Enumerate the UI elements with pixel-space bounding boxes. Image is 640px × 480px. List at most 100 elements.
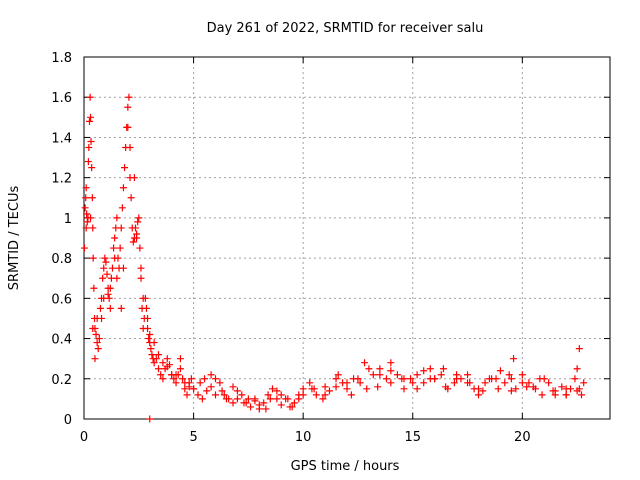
data-point xyxy=(523,383,531,391)
data-point xyxy=(332,375,340,383)
y-tick-label: 1 xyxy=(64,212,72,227)
data-point xyxy=(361,359,369,367)
data-point xyxy=(84,158,92,166)
data-point xyxy=(376,371,384,379)
data-point xyxy=(172,379,180,387)
data-point xyxy=(222,395,230,403)
data-point xyxy=(150,359,158,367)
data-point xyxy=(247,403,255,411)
data-point xyxy=(94,345,102,353)
y-tick-label: 1.6 xyxy=(51,91,72,106)
data-point xyxy=(262,405,270,413)
data-point xyxy=(321,383,329,391)
data-point xyxy=(144,325,152,332)
data-point xyxy=(146,415,154,423)
data-point xyxy=(558,383,566,391)
data-point xyxy=(400,375,408,383)
data-point xyxy=(106,284,114,292)
data-point xyxy=(87,137,95,145)
data-point xyxy=(507,387,515,395)
data-point xyxy=(203,387,211,395)
data-point xyxy=(266,395,274,403)
data-point xyxy=(475,391,482,399)
data-point xyxy=(501,379,509,387)
data-point xyxy=(212,375,219,383)
data-point xyxy=(85,117,93,125)
data-point xyxy=(238,391,246,399)
data-point xyxy=(387,379,395,387)
data-point xyxy=(347,391,355,399)
data-point xyxy=(82,194,90,202)
data-point xyxy=(89,325,97,332)
data-point xyxy=(387,359,395,367)
data-point xyxy=(507,375,515,383)
data-point xyxy=(212,391,219,399)
axis-ticks: 0 0.2 0.4 0.6 0.8 1 1.2 1.4 1.6 1.8 0 5 10 15 20 xyxy=(51,51,610,445)
data-point xyxy=(575,345,583,353)
data-point xyxy=(133,234,141,242)
data-point xyxy=(201,375,209,383)
data-point xyxy=(334,371,342,379)
data-point xyxy=(98,314,106,322)
data-point xyxy=(363,385,371,393)
data-point xyxy=(136,244,144,252)
data-point xyxy=(356,379,364,387)
data-point xyxy=(88,164,96,172)
data-point xyxy=(119,264,127,272)
data-point xyxy=(505,371,513,379)
data-point xyxy=(181,385,189,393)
data-point xyxy=(106,304,114,312)
data-point xyxy=(100,294,108,302)
data-point xyxy=(485,375,493,383)
data-point xyxy=(125,93,133,101)
data-point xyxy=(525,379,533,387)
data-point xyxy=(538,391,546,399)
x-tick-label: 15 xyxy=(404,430,421,445)
data-point xyxy=(83,218,91,226)
data-point xyxy=(218,387,226,395)
data-point xyxy=(308,385,316,393)
data-point xyxy=(439,365,447,373)
data-point xyxy=(185,383,193,391)
data-point xyxy=(545,379,553,387)
data-point xyxy=(562,385,570,393)
data-point xyxy=(87,113,95,121)
data-point xyxy=(332,383,340,391)
chart-title: Day 261 of 2022, SRMTID for receiver sal… xyxy=(207,21,484,36)
data-point xyxy=(146,331,154,339)
data-point xyxy=(89,254,97,262)
data-point xyxy=(220,391,228,399)
data-point xyxy=(92,331,100,339)
data-point xyxy=(132,224,140,232)
data-point xyxy=(475,385,482,393)
data-point xyxy=(139,294,147,302)
data-point xyxy=(147,345,155,353)
data-point xyxy=(82,184,90,192)
data-point xyxy=(578,391,586,399)
y-tick-label: 0 xyxy=(64,413,72,428)
data-point xyxy=(413,371,421,379)
data-point xyxy=(573,365,581,373)
data-point xyxy=(268,385,276,393)
data-point xyxy=(312,391,320,399)
data-point xyxy=(407,375,415,383)
grid xyxy=(84,57,610,419)
y-tick-label: 0.2 xyxy=(51,373,72,388)
data-point xyxy=(442,383,450,391)
data-point xyxy=(369,371,377,379)
plot-frame xyxy=(83,56,611,420)
data-point xyxy=(168,371,176,379)
data-point xyxy=(387,367,395,375)
data-point xyxy=(453,375,461,383)
data-point xyxy=(466,379,474,387)
data-point xyxy=(450,379,458,387)
data-point xyxy=(229,399,237,407)
data-point xyxy=(295,395,303,403)
data-point xyxy=(81,204,89,212)
data-point xyxy=(93,339,101,347)
data-point xyxy=(244,395,252,403)
data-point xyxy=(233,387,241,395)
data-point xyxy=(365,365,373,373)
data-point xyxy=(113,214,121,222)
